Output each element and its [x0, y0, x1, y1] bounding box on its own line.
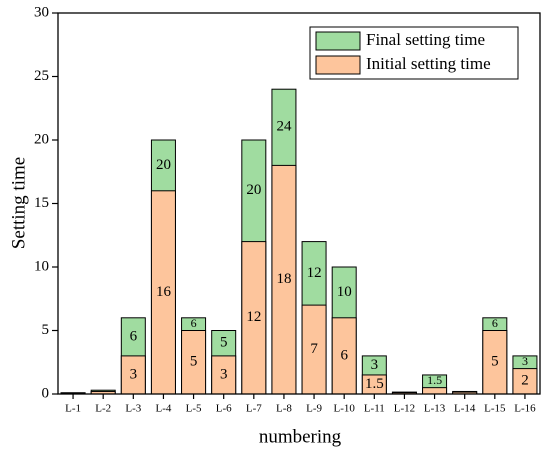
data-label: 3: [522, 354, 528, 368]
bar: [120, 355, 146, 395]
x-tick-label: L-11: [364, 403, 385, 415]
bar: [301, 304, 327, 395]
bar: [241, 241, 267, 395]
bar: [181, 330, 207, 395]
data-label: 3: [130, 366, 138, 382]
data-label: 20: [246, 182, 261, 198]
x-tick-label: L-10: [333, 403, 355, 415]
y-tick-label: 15: [34, 195, 49, 211]
data-label: 2: [521, 373, 529, 389]
data-label: 24: [276, 119, 292, 135]
y-tick-label: 30: [34, 4, 49, 20]
data-label: 6: [130, 328, 138, 344]
y-tick-label: 0: [42, 385, 50, 401]
x-tick-label: L-1: [65, 403, 81, 415]
y-axis-label: Setting time: [8, 157, 29, 249]
x-axis-label: numbering: [259, 426, 342, 447]
x-tick-label: L-12: [394, 403, 415, 415]
x-tick-label: L-15: [484, 403, 506, 415]
legend-swatch: [315, 31, 361, 51]
data-label: 6: [191, 316, 197, 330]
data-label: 5: [190, 354, 198, 370]
legend-swatch: [315, 55, 361, 75]
data-label: 12: [307, 265, 322, 281]
x-tick-label: L-14: [454, 403, 476, 415]
data-label: 5: [220, 335, 228, 351]
data-label: 5: [491, 354, 499, 370]
data-label: 6: [340, 347, 348, 363]
data-label: 12: [246, 309, 261, 325]
data-label: 1.5: [427, 373, 442, 387]
plot-frame: [57, 12, 541, 395]
x-tick-label: L-6: [216, 403, 232, 415]
x-tick-label: L-2: [95, 403, 111, 415]
y-tick-label: 5: [42, 322, 50, 338]
bar: [482, 330, 508, 395]
y-tick-label: 10: [34, 258, 49, 274]
y-tick-label: 25: [34, 68, 49, 84]
x-tick-label: L-13: [424, 403, 446, 415]
x-tick-label: L-4: [155, 403, 171, 415]
x-tick-label: L-16: [514, 403, 536, 415]
x-tick-label: L-7: [246, 403, 262, 415]
x-tick-label: L-9: [306, 403, 322, 415]
data-label: 1.5: [365, 376, 384, 392]
data-label: 20: [156, 157, 171, 173]
x-tick-label: L-8: [276, 403, 292, 415]
x-tick-label: L-5: [186, 403, 202, 415]
data-label: 16: [156, 284, 172, 300]
data-label: 3: [220, 366, 228, 382]
x-tick-label: L-3: [125, 403, 141, 415]
data-label: 3: [371, 357, 379, 373]
legend-label: Final setting time: [366, 30, 485, 49]
data-label: 6: [492, 316, 498, 330]
legend-label: Initial setting time: [366, 54, 491, 73]
bar: [211, 355, 237, 395]
data-label: 7: [310, 341, 318, 357]
bar: [150, 190, 176, 395]
data-label: 18: [276, 271, 291, 287]
y-tick-label: 20: [34, 131, 49, 147]
bar: [422, 387, 448, 395]
data-label: 10: [337, 284, 352, 300]
